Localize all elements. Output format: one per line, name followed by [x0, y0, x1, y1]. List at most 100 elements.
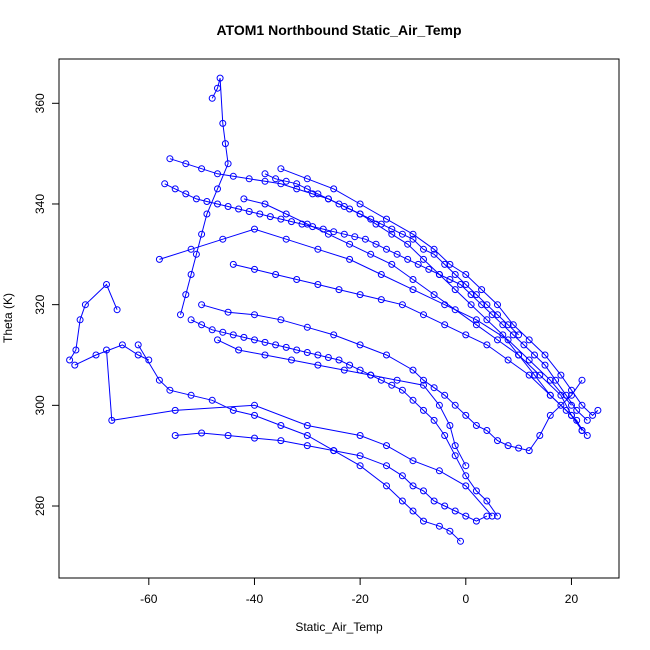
data-point [388, 260, 396, 268]
data-point [166, 386, 174, 394]
data-point [351, 233, 359, 241]
data-point [229, 406, 237, 414]
data-point [192, 195, 200, 203]
data-point [303, 175, 311, 183]
data-point [187, 316, 195, 324]
data-point [314, 190, 322, 198]
data-point [235, 205, 243, 213]
data-point [531, 371, 538, 379]
data-point [383, 215, 390, 223]
series-14 [261, 170, 523, 339]
data-point [182, 291, 190, 299]
data-point [72, 346, 80, 354]
data-point [409, 286, 417, 294]
data-point [340, 366, 348, 374]
data-point [214, 185, 221, 193]
data-point [446, 260, 454, 268]
data-point [467, 291, 475, 299]
data-point [240, 333, 248, 341]
data-point [398, 230, 406, 238]
series-11 [240, 195, 586, 434]
data-point [430, 245, 438, 253]
series-9 [161, 180, 591, 424]
data-point [134, 341, 142, 349]
data-point [251, 411, 258, 419]
data-point [388, 381, 396, 389]
data-point [472, 321, 480, 329]
data-point [420, 245, 427, 253]
data-point [377, 296, 385, 304]
y-tick-label: 320 [33, 294, 47, 314]
data-point [214, 170, 221, 178]
data-point [383, 462, 390, 470]
data-point [557, 401, 565, 409]
data-point [293, 180, 301, 188]
data-point [541, 361, 549, 369]
data-point [388, 225, 396, 233]
series-8 [166, 155, 586, 434]
data-point [504, 442, 512, 450]
data-point [356, 432, 364, 439]
data-point [377, 220, 385, 228]
data-point [546, 391, 554, 399]
data-point [324, 230, 332, 238]
data-point [557, 371, 565, 379]
data-point [525, 336, 533, 344]
y-tick-label: 300 [33, 395, 47, 415]
data-point [472, 487, 480, 495]
data-point [303, 349, 311, 356]
x-tick-label: -40 [246, 592, 264, 606]
data-point [573, 406, 581, 414]
data-point [229, 331, 237, 339]
data-point [346, 361, 354, 369]
data-point [214, 336, 221, 344]
series-line [201, 304, 583, 452]
data-point [324, 195, 332, 203]
data-point [594, 406, 602, 414]
data-point [515, 331, 523, 339]
data-point [367, 215, 375, 223]
data-point [208, 94, 216, 102]
data-point [324, 354, 332, 361]
data-point [335, 200, 343, 208]
data-point [335, 286, 343, 294]
data-point [261, 170, 269, 178]
series-line [137, 344, 461, 542]
series-line [233, 263, 588, 436]
data-point [282, 210, 290, 218]
data-point [409, 396, 417, 404]
series-line [106, 349, 493, 517]
data-point [451, 286, 459, 294]
data-point [483, 512, 491, 520]
data-point [261, 200, 269, 208]
data-point [504, 336, 512, 344]
data-point [472, 291, 480, 299]
data-point [451, 442, 459, 450]
data-point [356, 291, 364, 299]
data-point [472, 422, 480, 429]
data-point [388, 230, 396, 238]
data-point [171, 432, 179, 439]
data-point [420, 487, 427, 495]
data-point [568, 411, 575, 419]
data-point [203, 198, 211, 205]
data-point [441, 260, 449, 268]
y-tick-label: 280 [33, 496, 47, 516]
data-point [478, 286, 486, 294]
x-tick-label: 20 [565, 592, 579, 606]
data-point [335, 356, 343, 364]
data-point [488, 311, 496, 319]
data-point [515, 351, 523, 359]
data-point [314, 281, 322, 288]
data-point [224, 203, 232, 210]
data-point [216, 74, 224, 82]
data-point [578, 376, 586, 384]
data-point [187, 271, 195, 278]
data-point [462, 411, 470, 419]
data-point [76, 316, 84, 324]
data-point [430, 250, 438, 258]
data-point [356, 210, 364, 218]
data-point [483, 427, 491, 434]
data-point [462, 271, 470, 278]
data-point [293, 276, 301, 283]
